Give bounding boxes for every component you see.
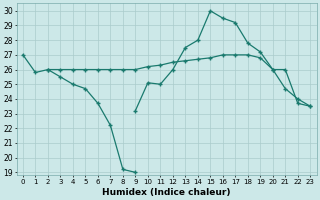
X-axis label: Humidex (Indice chaleur): Humidex (Indice chaleur): [102, 188, 231, 197]
